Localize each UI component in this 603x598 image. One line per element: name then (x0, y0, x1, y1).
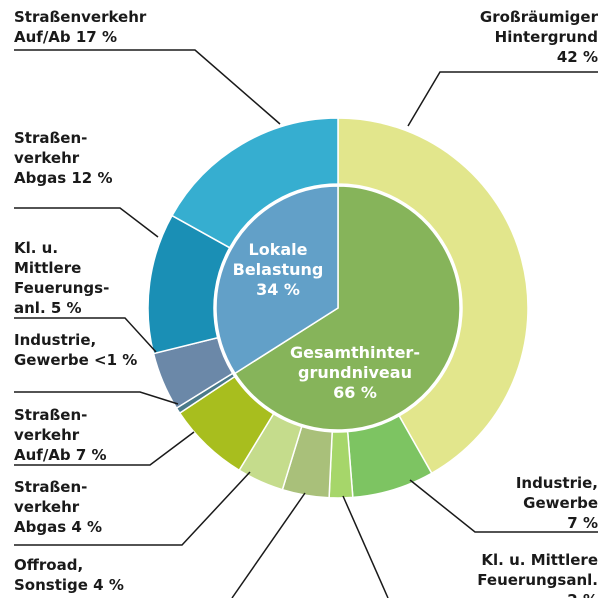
leader-line (14, 391, 179, 405)
segment (233, 185, 461, 431)
label-line: Gewerbe (523, 494, 598, 512)
label-line: anl. (14, 299, 46, 317)
label-line: Straßenverkehr (14, 8, 147, 26)
label-line: verkehr (14, 426, 80, 444)
label-line: Abgas (14, 518, 66, 536)
segment (337, 117, 529, 475)
label-line: Belastung (233, 260, 324, 279)
segment-label: Industrie, Gewerbe 7 % (516, 474, 598, 532)
value-label: 5 % (46, 299, 82, 317)
label-line: Abgas (14, 169, 66, 187)
segment-label: Großräumiger Hintergrund 42 % (480, 8, 599, 66)
label-line: verkehr (14, 149, 80, 167)
label-line: Lokale (249, 240, 308, 259)
value-label: 4 % (88, 576, 124, 594)
value-label: 17 % (71, 28, 117, 46)
segment-label: Straßen-verkehr Abgas 12 % (14, 129, 113, 187)
label-line: Auf/Ab (14, 446, 71, 464)
segment (215, 185, 339, 375)
value-label: <1 % (89, 351, 137, 369)
label-line: Offroad, (14, 556, 83, 574)
segment-label: Gesamthinter-grundniveau 66 % (290, 343, 420, 402)
value-label: 34 % (256, 280, 300, 299)
label-line: Industrie, (14, 331, 96, 349)
label-line: Feuerungsanl. (477, 571, 598, 589)
leader-line (409, 479, 598, 533)
segment-label: Kl. u. Mittlere Feuerungsanl. 2 % (477, 551, 598, 598)
label-line: grundniveau (298, 363, 412, 382)
segment-label: Kl. u. Mittlere Feuerungs-anl. 5 % (14, 239, 109, 317)
leader-line (407, 71, 598, 127)
leader-line (14, 317, 157, 353)
value-label: 7 % (71, 446, 107, 464)
segment (170, 117, 339, 249)
label-line: verkehr (14, 498, 80, 516)
segment-label: Straßen-verkehr Abgas 4 % (14, 478, 102, 536)
label-line: Großräumiger (480, 8, 599, 26)
label-line: Gewerbe (14, 351, 89, 369)
segment-label: Industrie, Gewerbe <1 % (14, 331, 137, 369)
value-label: 4 % (66, 518, 102, 536)
leader-line (14, 49, 281, 125)
label-line: Mittlere (14, 259, 81, 277)
label-line: Straßen- (14, 406, 87, 424)
value-label: 7 % (567, 514, 598, 532)
leader-line (342, 495, 389, 598)
leader-line (14, 431, 195, 466)
segment-label: Offroad, Sonstige 4 % (14, 556, 124, 594)
label-line: Auf/Ab (14, 28, 71, 46)
label-line: Hintergrund (495, 28, 598, 46)
label-line: Feuerungs- (14, 279, 109, 297)
value-label: 42 % (557, 48, 598, 66)
leader-line (14, 471, 251, 546)
leader-line (14, 207, 159, 238)
label-line: Sonstige (14, 576, 88, 594)
value-label: 12 % (66, 169, 112, 187)
value-label: 66 % (333, 383, 377, 402)
label-line: Kl. u. Mittlere (481, 551, 598, 569)
label-line: Straßen- (14, 478, 87, 496)
label-line: Straßen- (14, 129, 87, 147)
segment-label: Straßen-verkehr Auf/Ab 7 % (14, 406, 107, 464)
segment-label: Straßenverkehr Auf/Ab 17 % (14, 8, 147, 46)
leader-line (231, 492, 306, 598)
label-line: Kl. u. (14, 239, 58, 257)
label-line: Gesamthinter- (290, 343, 420, 362)
segment-label: Lokale Belastung 34 % (233, 240, 324, 299)
label-line: Industrie, (516, 474, 598, 492)
value-label: 2 % (567, 591, 598, 598)
